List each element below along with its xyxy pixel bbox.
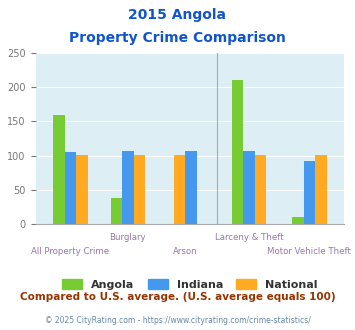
Text: All Property Crime: All Property Crime <box>32 247 110 256</box>
Text: © 2025 CityRating.com - https://www.cityrating.com/crime-statistics/: © 2025 CityRating.com - https://www.city… <box>45 316 310 325</box>
Bar <box>292 217 304 224</box>
Text: Burglary: Burglary <box>110 233 146 242</box>
Bar <box>243 151 255 224</box>
Bar <box>133 155 145 224</box>
Bar <box>65 152 76 224</box>
Text: Motor Vehicle Theft: Motor Vehicle Theft <box>267 247 351 256</box>
Bar <box>174 155 185 224</box>
Bar <box>231 80 243 224</box>
Text: Larceny & Theft: Larceny & Theft <box>214 233 283 242</box>
Legend: Angola, Indiana, National: Angola, Indiana, National <box>58 275 322 294</box>
Bar <box>76 155 88 224</box>
Bar <box>255 155 266 224</box>
Text: Arson: Arson <box>173 247 197 256</box>
Bar <box>185 151 197 224</box>
Bar <box>315 155 327 224</box>
Bar <box>304 161 315 224</box>
Bar <box>111 198 122 224</box>
Text: 2015 Angola: 2015 Angola <box>129 8 226 22</box>
Text: Compared to U.S. average. (U.S. average equals 100): Compared to U.S. average. (U.S. average … <box>20 292 335 302</box>
Bar <box>53 115 65 224</box>
Bar <box>122 151 133 224</box>
Text: Property Crime Comparison: Property Crime Comparison <box>69 31 286 45</box>
